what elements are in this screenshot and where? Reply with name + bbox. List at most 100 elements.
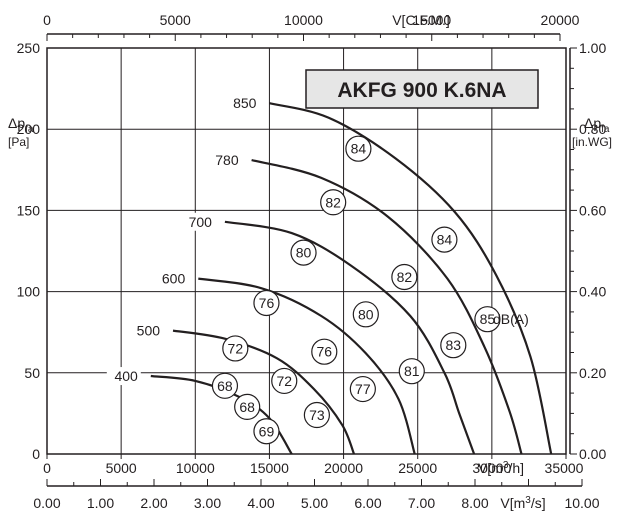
noise-marker — [253, 418, 280, 445]
top-tick-label: 5000 — [160, 12, 191, 28]
m3s-tick-label: 1.00 — [87, 495, 114, 511]
rpm-label-850: 850 — [233, 95, 257, 111]
right-tick-label: 0.60 — [579, 202, 606, 218]
top-axis-label: V[C.F.M.] — [392, 12, 450, 28]
y-tick-label: 150 — [17, 202, 41, 218]
m3s-tick-label: 3.00 — [194, 495, 221, 511]
x-tick-label: 10000 — [176, 460, 215, 476]
title-box — [305, 69, 539, 109]
noise-marker — [234, 393, 261, 421]
curve-700 — [224, 220, 476, 455]
noise-marker — [311, 338, 338, 365]
m3s-tick-label: 10.00 — [564, 495, 599, 511]
noise-marker-label: 69 — [259, 423, 275, 439]
noise-marker — [211, 372, 239, 399]
x-tick-label: 20000 — [324, 460, 363, 476]
noise-marker — [290, 239, 317, 266]
noise-marker-label: 76 — [317, 344, 333, 360]
noise-marker-label: 80 — [296, 245, 312, 261]
right-tick-label: 0.00 — [579, 446, 606, 462]
noise-marker-label: 85 — [480, 311, 496, 327]
curve-500 — [172, 329, 356, 455]
m3s-tick-label: 7.00 — [408, 495, 435, 511]
y-tick-label: 250 — [17, 40, 41, 56]
curve-850 — [269, 102, 553, 455]
top-tick-label: 15000 — [412, 12, 451, 28]
x-tick-label: 15000 — [250, 460, 289, 476]
noise-marker — [320, 189, 347, 216]
x-tick-label: 5000 — [106, 460, 137, 476]
y-axis-unit: [Pa] — [8, 135, 29, 149]
dba-label: dB(A) — [493, 311, 529, 327]
rpm-label-700: 700 — [189, 214, 213, 230]
noise-marker — [440, 332, 467, 359]
noise-marker — [271, 367, 298, 395]
rpm-label-bg — [106, 367, 141, 386]
noise-marker-label: 83 — [446, 337, 462, 353]
rpm-label-bg — [180, 212, 215, 231]
m3s-tick-label: 6.00 — [354, 495, 381, 511]
noise-marker-label: 84 — [351, 141, 367, 157]
x-tick-label: 30000 — [472, 460, 511, 476]
noise-marker — [303, 401, 330, 429]
rpm-label-bg — [207, 151, 242, 170]
right-axis-unit: [in.WG] — [572, 135, 612, 149]
right-tick-label: 1.00 — [579, 40, 606, 56]
y-tick-label: 0 — [32, 446, 40, 462]
top-tick-label: 0 — [43, 12, 51, 28]
noise-marker-label: 72 — [228, 340, 244, 356]
x-axis-label: V[m3/h] — [478, 460, 524, 476]
rpm-label-bg — [225, 94, 260, 113]
right-axis-label: Δpfa — [584, 115, 610, 135]
y-axis-label: Δpfa — [8, 115, 34, 135]
chart-title-box: AKFG 900 K.6NA — [305, 69, 539, 109]
noise-marker — [431, 226, 458, 253]
x-tick-label: 25000 — [398, 460, 437, 476]
noise-marker — [474, 306, 501, 333]
noise-marker — [349, 375, 376, 403]
m3s-tick-label: 4.00 — [247, 495, 274, 511]
noise-marker-label: 73 — [309, 407, 325, 423]
right-tick-label: 0.80 — [579, 121, 606, 137]
rpm-label-bg — [154, 269, 189, 288]
y-tick-label: 50 — [24, 365, 40, 381]
rpm-label-400: 400 — [114, 368, 138, 384]
noise-marker-label: 80 — [358, 306, 374, 322]
top-tick-label: 20000 — [541, 12, 580, 28]
noise-marker-label: 81 — [404, 363, 420, 379]
chart-title: AKFG 900 K.6NA — [337, 79, 506, 102]
noise-marker-label: 76 — [259, 295, 275, 311]
noise-marker-label: 82 — [397, 269, 413, 285]
top-tick-label: 10000 — [284, 12, 323, 28]
noise-marker — [345, 135, 372, 162]
axes: 0 5000 10000 15000 20000 25000 30000 35000V[m3/… — [8, 12, 612, 511]
plot-frame — [46, 47, 567, 455]
rpm-label-500: 500 — [137, 323, 161, 339]
right-tick-label: 0.20 — [579, 365, 606, 381]
x-tick-label: 35000 — [545, 460, 584, 476]
m3s-tick-label: 0.00 — [33, 495, 60, 511]
y-tick-label: 200 — [17, 121, 41, 137]
noise-marker-label: 82 — [325, 194, 341, 210]
rpm-labels: 400 500 600 700 780 850 dB(A) — [106, 94, 529, 386]
right-tick-label: 0.40 — [579, 284, 606, 300]
curve-780 — [251, 159, 523, 455]
curve-600 — [198, 277, 416, 455]
rpm-label-780: 780 — [215, 152, 239, 168]
noise-marker — [391, 263, 418, 291]
x-tick-label: 0 — [43, 460, 51, 476]
y-tick-label: 100 — [17, 284, 41, 300]
noise-marker-label: 72 — [276, 373, 292, 389]
noise-marker — [253, 289, 280, 317]
m3s-axis-label: V[m3/s] — [500, 495, 545, 511]
noise-marker-label: 84 — [437, 232, 453, 248]
noise-marker-label: 77 — [355, 381, 371, 397]
noise-marker — [352, 301, 379, 328]
rpm-label-bg — [129, 321, 164, 340]
m3s-tick-label: 5.00 — [301, 495, 328, 511]
m3s-tick-label: 8.00 — [461, 495, 488, 511]
rpm-label-600: 600 — [162, 271, 186, 287]
noise-marker-label: 68 — [217, 378, 233, 394]
